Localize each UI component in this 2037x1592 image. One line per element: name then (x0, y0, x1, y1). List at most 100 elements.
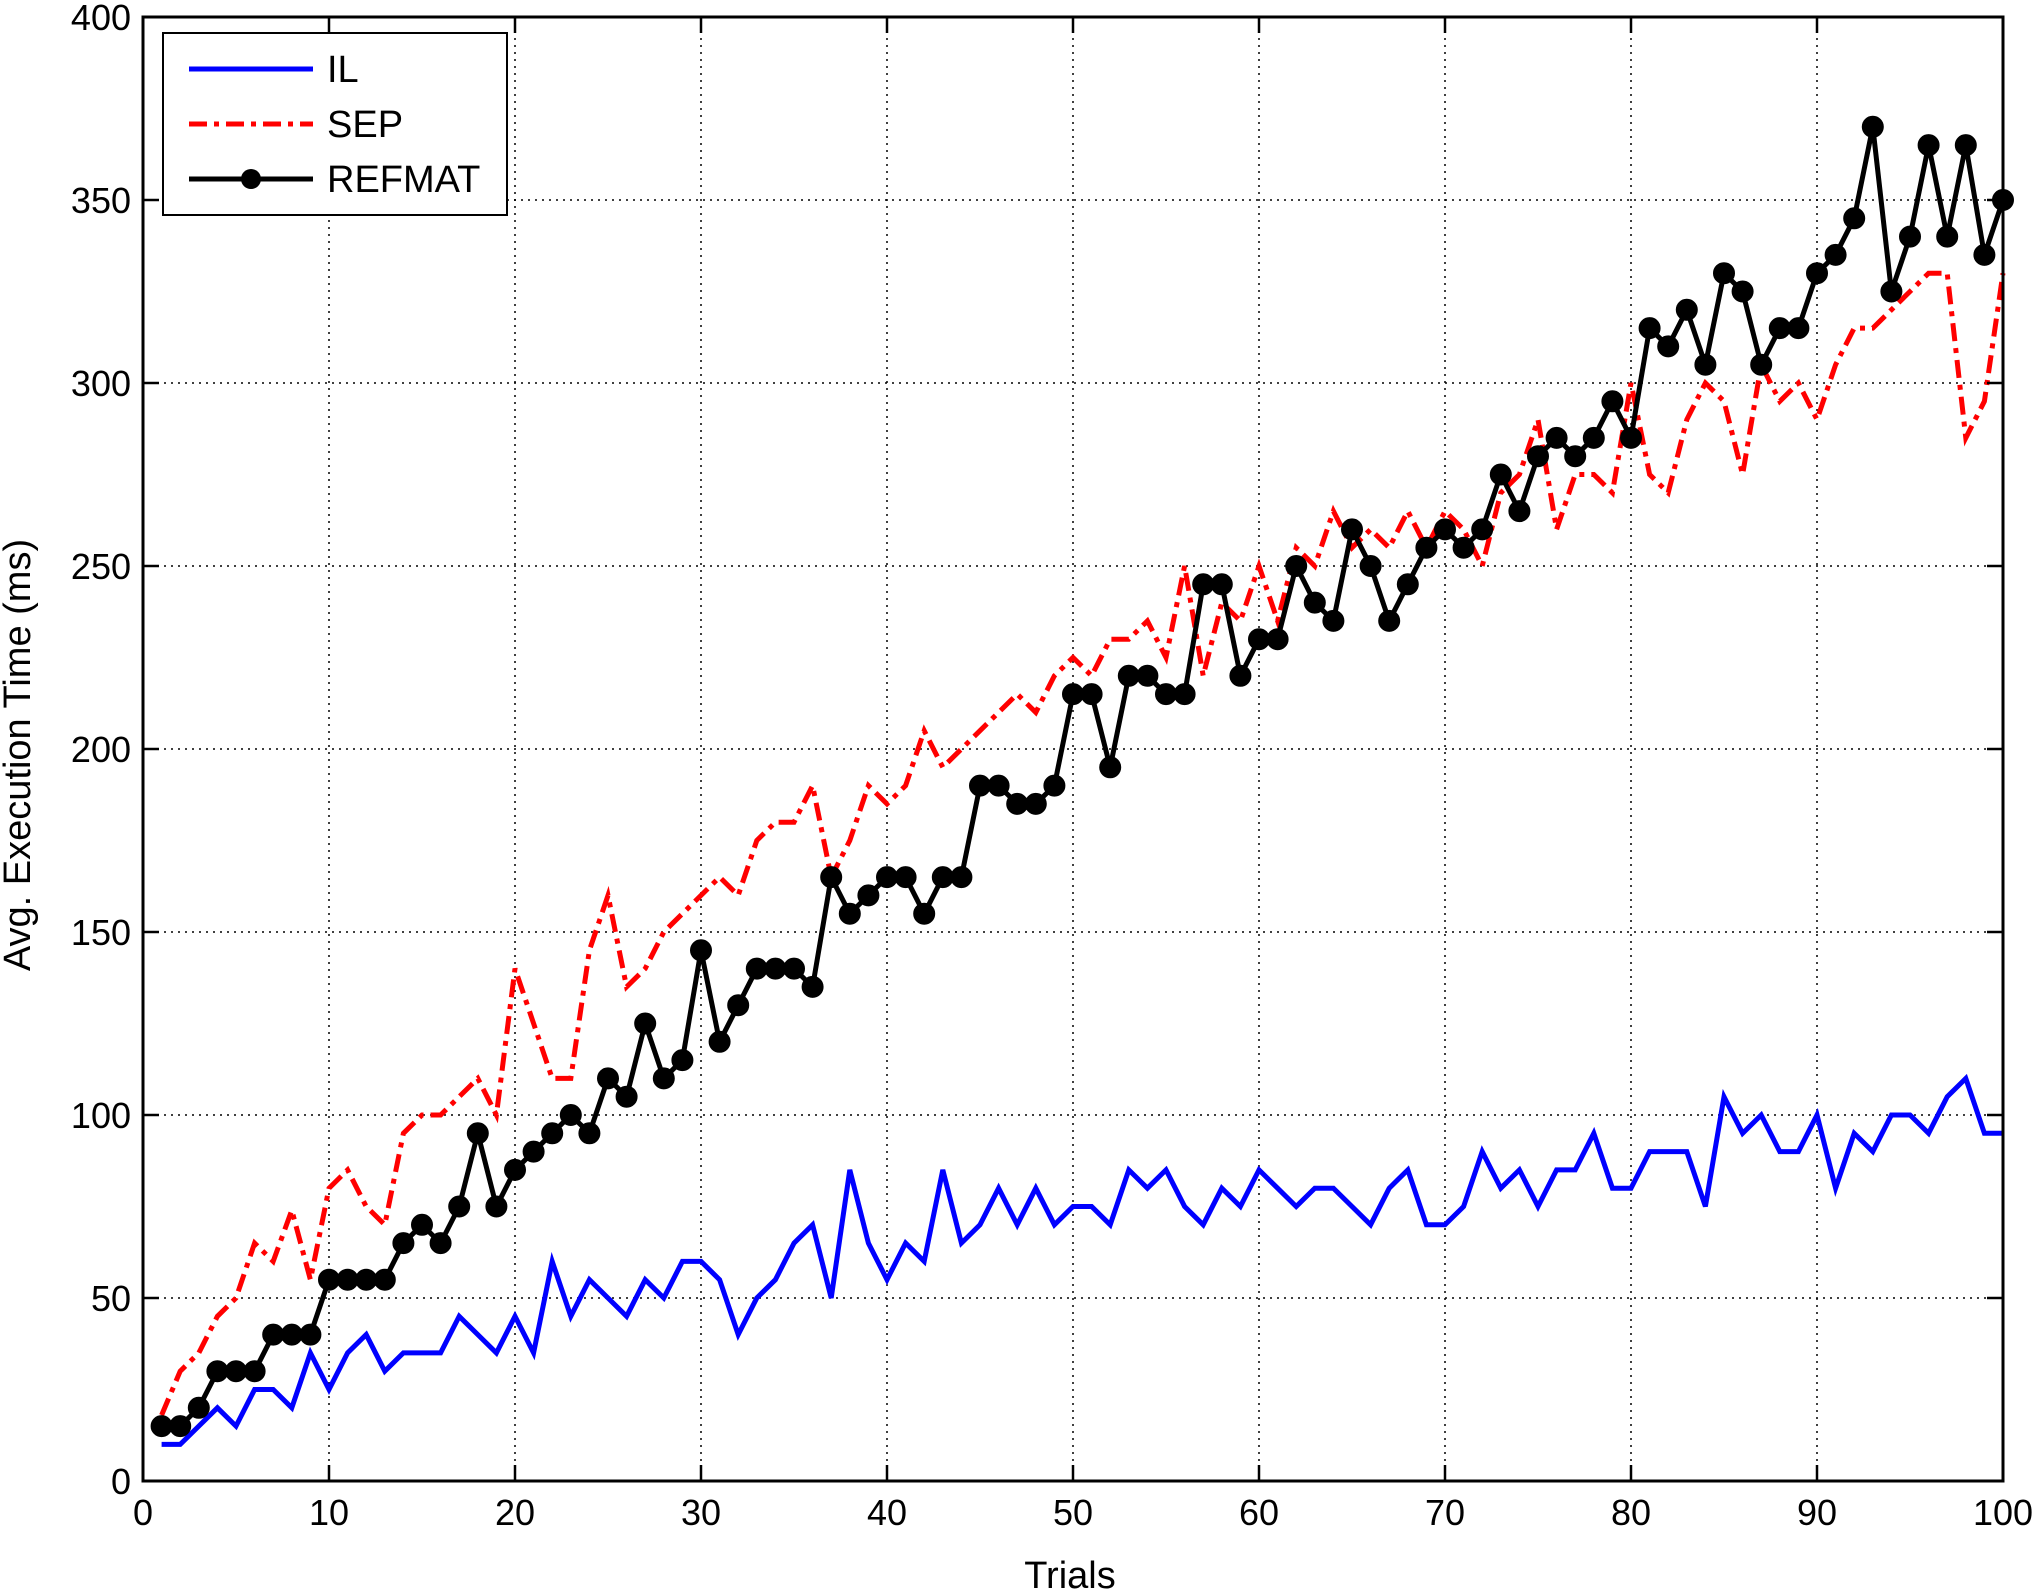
data-point-refmat (1527, 445, 1549, 468)
data-point-refmat (801, 975, 824, 998)
data-point-refmat (485, 1195, 508, 1218)
series-line-il (161, 1073, 2003, 1447)
data-point-refmat (1601, 390, 1624, 413)
data-point-refmat (1173, 683, 1196, 706)
x-tick-label: 0 (133, 1492, 153, 1533)
x-tick-label: 70 (1425, 1492, 1465, 1533)
data-point-refmat (373, 1268, 396, 1291)
data-point-refmat (690, 939, 712, 962)
data-point-refmat (671, 1049, 694, 1072)
data-point-refmat (1843, 207, 1866, 230)
data-point-refmat (615, 1085, 638, 1108)
series-layer (150, 115, 2014, 1447)
legend-label-refmat: REFMAT (327, 159, 480, 201)
data-point-refmat (857, 884, 880, 907)
data-point-refmat (1099, 756, 1122, 779)
data-point-refmat (1973, 243, 1996, 266)
data-point-refmat (1545, 426, 1568, 449)
data-point-refmat (559, 1104, 582, 1126)
data-point-refmat (1936, 225, 1959, 248)
data-point-refmat (448, 1195, 471, 1218)
y-tick-label: 100 (71, 1095, 131, 1136)
y-tick-label: 300 (71, 363, 131, 404)
data-point-refmat (1899, 225, 1921, 248)
data-point-refmat (169, 1415, 192, 1438)
data-point-refmat (820, 866, 843, 889)
data-point-refmat (1080, 683, 1103, 706)
data-point-refmat (1954, 134, 1977, 157)
series-line-sep (159, 270, 2006, 1417)
data-point-refmat (262, 1323, 285, 1346)
y-tick-label: 150 (71, 912, 131, 953)
y-axis-title: Avg. Execution Time (ms) (0, 539, 39, 971)
data-point-refmat (1564, 445, 1587, 468)
data-point-refmat (1452, 536, 1475, 559)
data-point-refmat (1024, 792, 1047, 815)
data-point-refmat (1117, 664, 1140, 687)
y-tick-label: 350 (71, 180, 131, 221)
data-point-refmat (541, 1122, 564, 1145)
data-point-refmat (1824, 243, 1847, 266)
legend-label-il: IL (327, 49, 359, 91)
data-point-refmat (1675, 298, 1698, 321)
data-point-refmat (225, 1360, 247, 1383)
data-point-refmat (950, 866, 973, 889)
data-point-refmat (1434, 518, 1456, 541)
data-point-refmat (634, 1012, 657, 1035)
axes (141, 15, 2005, 1483)
data-point-refmat (1508, 500, 1531, 523)
data-point-refmat (1694, 353, 1717, 376)
grid (143, 17, 2003, 1481)
legend-box (162, 32, 508, 216)
data-point-refmat (597, 1067, 619, 1090)
data-point-refmat (745, 957, 768, 980)
data-point-refmat (1266, 628, 1289, 651)
data-point-refmat (1620, 426, 1642, 449)
x-tick-label: 90 (1797, 1492, 1837, 1533)
data-point-refmat (150, 1415, 173, 1438)
x-tick-label: 30 (681, 1492, 721, 1533)
data-point-refmat (1341, 518, 1363, 541)
data-point-refmat (336, 1268, 359, 1291)
x-tick-label: 20 (495, 1492, 535, 1533)
legend: IL SEP REFMAT (162, 32, 508, 216)
data-point-refmat (466, 1122, 489, 1145)
data-point-refmat (1415, 536, 1438, 559)
data-point-refmat (187, 1396, 210, 1419)
data-point-refmat (299, 1323, 322, 1346)
data-point-refmat (1582, 426, 1605, 449)
x-tick-label: 60 (1239, 1492, 1279, 1533)
data-point-refmat (931, 866, 954, 889)
data-point-refmat (1378, 609, 1401, 632)
data-point-refmat (1192, 573, 1215, 596)
data-point-refmat (1136, 664, 1159, 687)
data-point-refmat (1471, 518, 1494, 541)
data-point-refmat (522, 1140, 545, 1163)
data-point-refmat (504, 1158, 526, 1181)
data-point-refmat (783, 957, 805, 980)
data-point-refmat (1657, 335, 1680, 358)
data-point-refmat (1062, 683, 1084, 706)
data-point-refmat (429, 1232, 452, 1255)
data-point-refmat (355, 1268, 378, 1291)
data-point-refmat (1303, 591, 1326, 614)
x-tick-label: 50 (1053, 1492, 1093, 1533)
data-point-refmat (1155, 683, 1177, 706)
data-point-refmat (894, 866, 917, 889)
x-axis-title: Trials (1024, 1555, 1115, 1592)
data-point-refmat (1322, 609, 1345, 632)
data-point-refmat (838, 902, 861, 925)
data-point-refmat (1043, 774, 1066, 797)
data-point-refmat (243, 1360, 266, 1383)
data-point-refmat (764, 957, 787, 980)
data-point-refmat (1806, 262, 1828, 285)
data-point-refmat (1731, 280, 1754, 303)
data-point-refmat (1768, 317, 1791, 340)
legend-label-sep: SEP (327, 104, 403, 146)
data-point-refmat (1210, 573, 1233, 596)
y-tick-label: 400 (71, 0, 131, 38)
data-point-refmat (987, 774, 1010, 797)
data-point-refmat (1396, 573, 1419, 596)
data-point-refmat (318, 1268, 340, 1291)
